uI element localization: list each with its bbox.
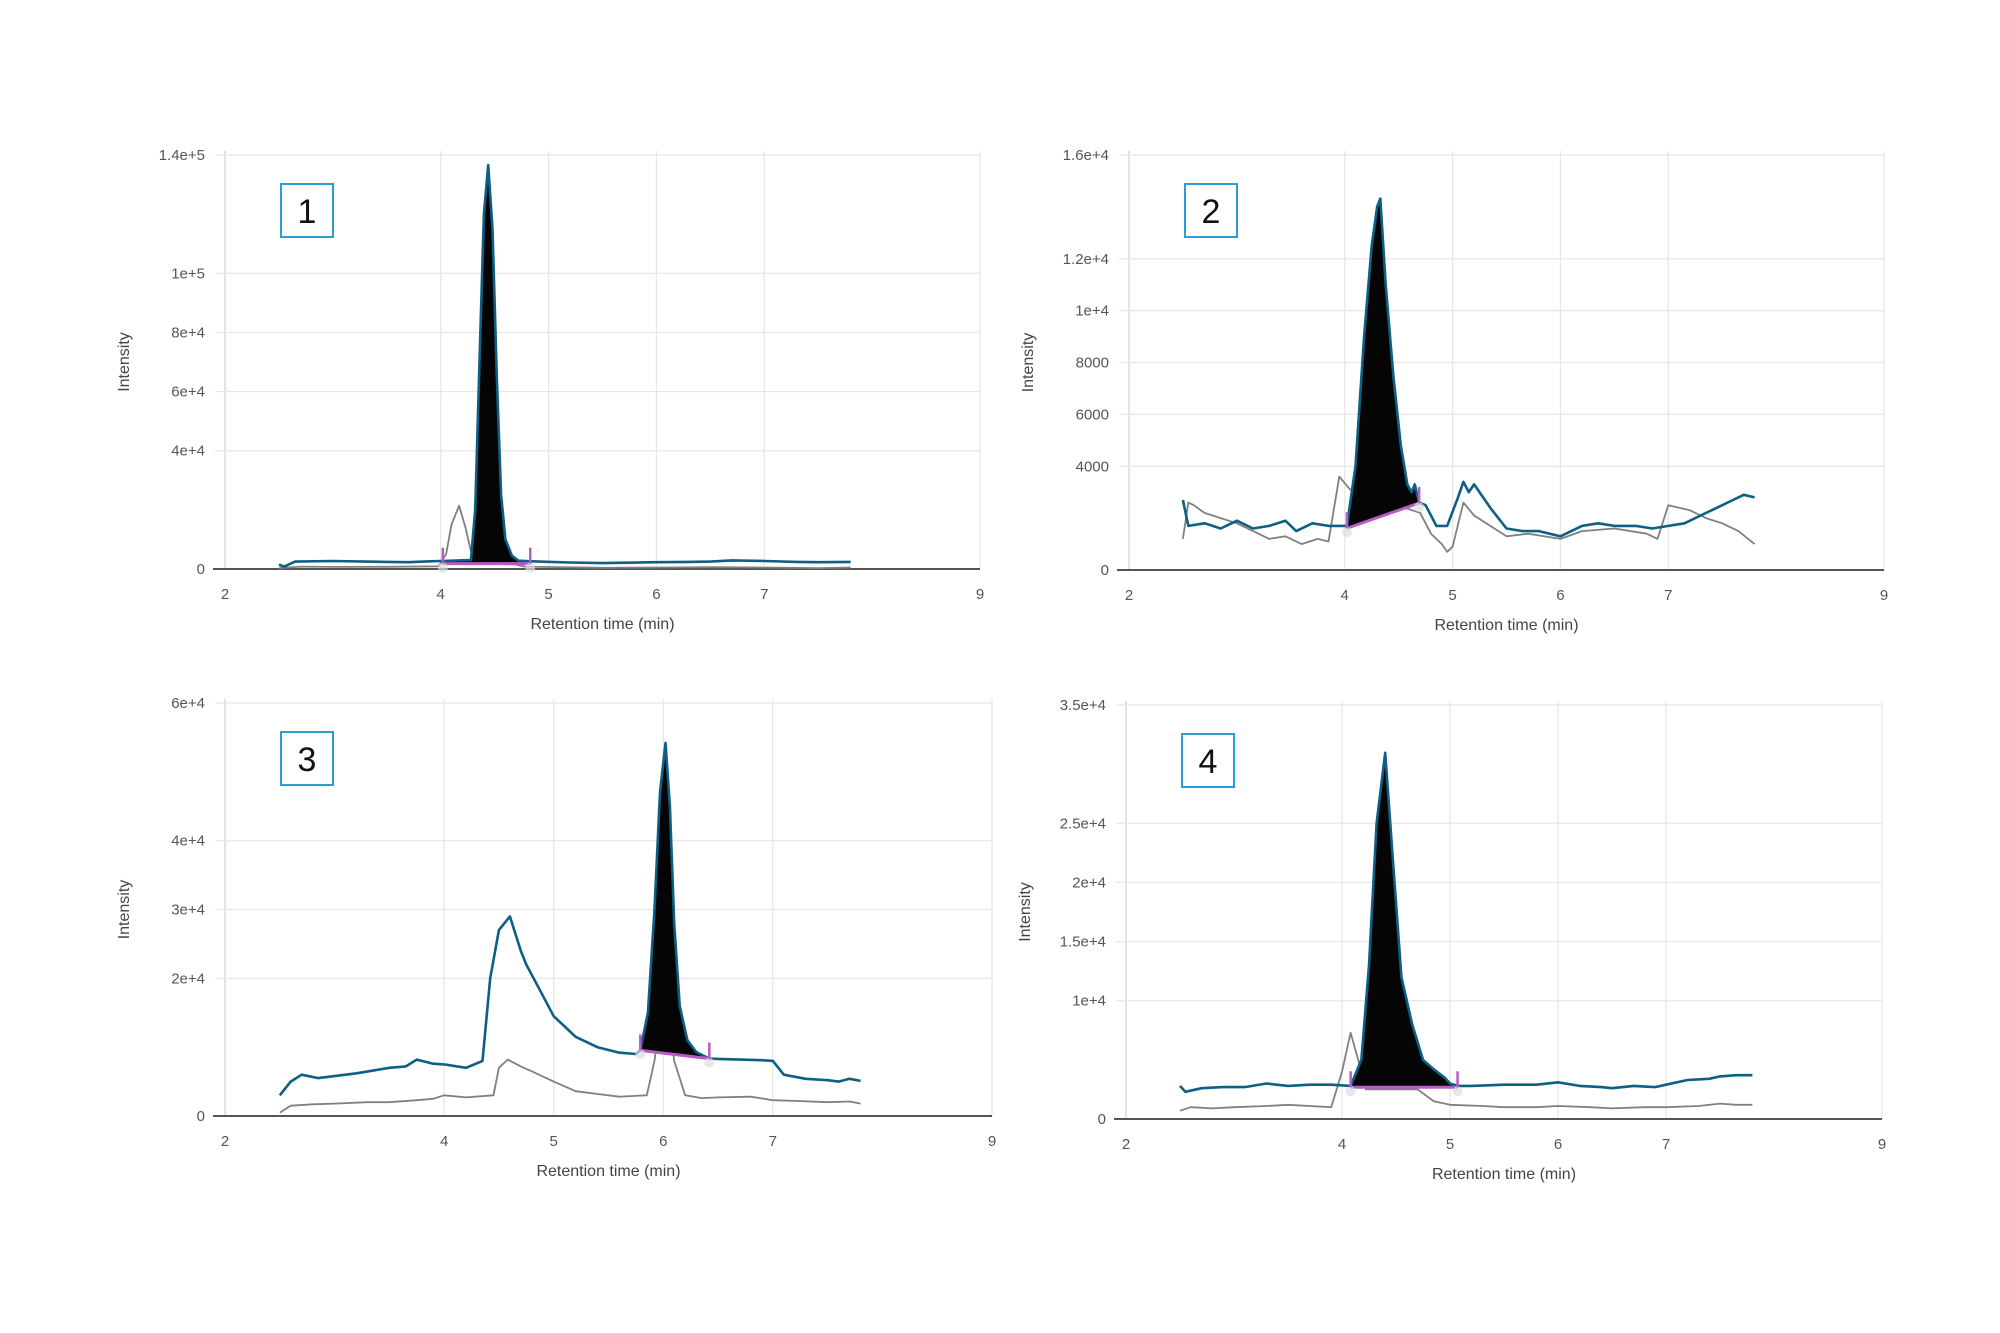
y-tick-label: 6e+4 (171, 384, 205, 401)
panel-label-number: 2 (1202, 193, 1221, 231)
integration-boundary-handle[interactable] (1345, 1086, 1356, 1097)
y-tick-label: 6e+4 (171, 695, 205, 712)
x-tick-label: 7 (760, 586, 768, 603)
y-tick-label: 1.6e+4 (1063, 147, 1109, 164)
integration-boundary-handle[interactable] (525, 562, 536, 573)
x-tick-label: 4 (437, 586, 445, 603)
y-axis-label: Intensity (1020, 333, 1037, 393)
integration-baseline (640, 1048, 710, 1061)
panel-label-number: 4 (1199, 743, 1218, 781)
x-tick-label: 7 (1664, 587, 1672, 604)
x-tick-label: 2 (1122, 1136, 1130, 1153)
y-tick-label: 0 (197, 561, 205, 578)
x-tick-label: 5 (1448, 587, 1456, 604)
chart-panel-1: 2 4 5 6 7 9 0 4e+4 6e+4 8e+4 1e+5 1.4e+5 Retention t… (116, 147, 984, 633)
x-axis-label: Retention time (min) (1432, 1166, 1576, 1183)
y-tick-label: 1e+5 (171, 265, 205, 282)
y-tick-label: 2.5e+4 (1060, 815, 1106, 832)
secondary-trace-line (1182, 475, 1756, 553)
x-tick-label: 5 (550, 1133, 558, 1150)
x-axis-label: Retention time (min) (536, 1163, 680, 1180)
y-tick-label: 1.2e+4 (1063, 251, 1109, 268)
integration-boundary-handle[interactable] (635, 1049, 646, 1060)
y-tick-label: 3.5e+4 (1060, 697, 1106, 714)
x-tick-label: 7 (1662, 1136, 1670, 1153)
x-tick-label: 9 (1880, 587, 1888, 604)
integration-boundary-handle[interactable] (1452, 1086, 1463, 1097)
x-tick-label: 4 (1341, 587, 1349, 604)
chart-panel-4: 2 4 5 6 7 9 0 1e+4 1.5e+4 2e+4 2.5e+4 3.5e+4 Retenti… (1017, 697, 1886, 1183)
x-tick-label: 5 (544, 586, 552, 603)
y-tick-label: 8000 (1076, 355, 1109, 372)
x-tick-label: 4 (440, 1133, 448, 1150)
y-tick-label: 1e+4 (1072, 993, 1106, 1010)
integration-boundary-handle[interactable] (1414, 502, 1425, 513)
x-tick-label: 9 (1878, 1136, 1886, 1153)
x-tick-label: 2 (221, 1133, 229, 1150)
x-tick-label: 7 (769, 1133, 777, 1150)
panel-label-box (1181, 733, 1235, 788)
y-tick-label: 4e+4 (171, 833, 205, 850)
y-tick-label: 4e+4 (171, 443, 205, 460)
integration-baseline (1346, 501, 1420, 530)
y-tick-label: 0 (1101, 562, 1109, 579)
primary-trace-line (278, 163, 851, 568)
x-tick-label: 6 (652, 586, 660, 603)
x-tick-label: 6 (1554, 1136, 1562, 1153)
integrated-peak-area (1350, 752, 1458, 1088)
chart-panel-2: 2 4 5 6 7 9 0 4000 6000 8000 1e+4 1.2e+4 1.6e+4 Reten… (1020, 147, 1888, 634)
integration-boundary-handle[interactable] (437, 562, 448, 573)
chart-panel-3: 2 4 5 6 7 9 0 2e+4 3e+4 4e+4 6e+4 Retention time (m… (116, 695, 996, 1180)
secondary-trace-line (279, 1011, 861, 1114)
y-axis-label: Intensity (1017, 882, 1034, 942)
y-tick-label: 2e+4 (171, 970, 205, 987)
x-tick-label: 4 (1338, 1136, 1346, 1153)
y-axis-label: Intensity (116, 880, 133, 940)
integrated-peak-area (640, 742, 710, 1059)
x-tick-label: 2 (221, 586, 229, 603)
y-tick-label: 2e+4 (1072, 874, 1106, 891)
y-tick-label: 1e+4 (1075, 303, 1109, 320)
primary-trace-line (1179, 751, 1753, 1094)
integration-boundary-handle[interactable] (704, 1057, 715, 1068)
y-tick-label: 4000 (1076, 458, 1109, 475)
y-tick-label: 3e+4 (171, 902, 205, 919)
secondary-trace-line (1179, 1031, 1753, 1112)
y-tick-label: 8e+4 (171, 324, 205, 341)
x-tick-label: 5 (1446, 1136, 1454, 1153)
x-tick-label: 9 (988, 1133, 996, 1150)
panel-label-box (280, 731, 334, 786)
y-tick-label: 1.4e+5 (159, 147, 205, 164)
y-tick-label: 1.5e+4 (1060, 934, 1106, 951)
panel-label-number: 1 (298, 193, 317, 231)
x-axis-label: Retention time (min) (1434, 617, 1578, 634)
x-tick-label: 6 (1556, 587, 1564, 604)
integration-boundary-handle[interactable] (1341, 527, 1352, 538)
y-tick-label: 6000 (1076, 406, 1109, 423)
primary-trace-line (278, 741, 861, 1097)
x-tick-label: 9 (976, 586, 984, 603)
panel-label-box (1184, 183, 1238, 238)
x-tick-label: 6 (659, 1133, 667, 1150)
x-tick-label: 2 (1125, 587, 1133, 604)
y-tick-label: 0 (1098, 1111, 1106, 1128)
x-axis-label: Retention time (min) (530, 616, 674, 633)
integrated-peak-area (1346, 198, 1420, 529)
integrated-peak-area (442, 165, 531, 564)
panel-label-number: 3 (298, 741, 317, 779)
panel-label-box (280, 183, 334, 238)
y-axis-label: Intensity (116, 332, 133, 392)
y-tick-label: 0 (197, 1108, 205, 1125)
